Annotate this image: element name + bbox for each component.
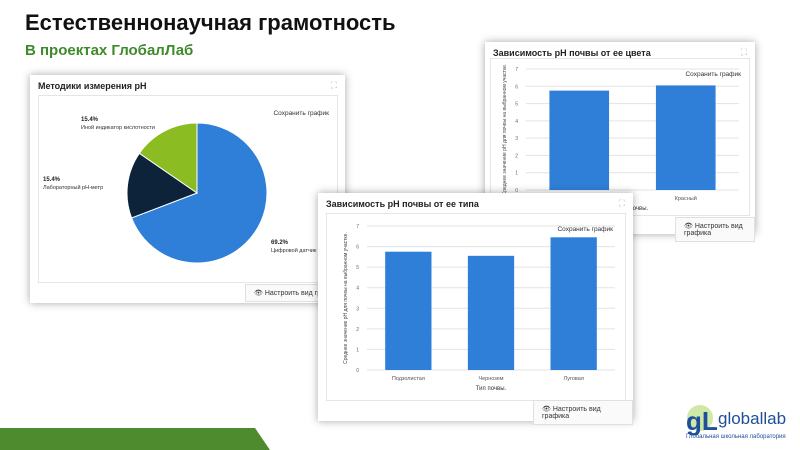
x-tick-label: Чернозем [478, 376, 503, 382]
chart-area: 69.2% Цифровой датчик pH 15.4% Лабораторный… [38, 95, 338, 283]
y-tick-label: 3 [356, 306, 359, 312]
bar-chart: 0 1 2 3 4 5 6 7 Подзолистая Чернозем Луговая Тип по… [343, 224, 615, 392]
pie-chart: 69.2%Цифровой датчик pH15.4%Лабораторный… [43, 117, 325, 264]
globallab-logo: gL globallab Глобальная школьная лаборат… [680, 400, 795, 450]
svg-text:globallab: globallab [718, 409, 786, 428]
y-tick-label: 5 [515, 102, 518, 108]
y-tick-label: 3 [515, 136, 518, 142]
y-tick-label: 0 [515, 188, 518, 194]
y-tick-label: 4 [356, 286, 359, 292]
save-chart-button[interactable]: Сохранить график [557, 226, 613, 233]
svg-text:gL: gL [686, 406, 718, 436]
pie-chart-card: Методики измерения pH ⛶ 69.2% Цифровой да… [30, 75, 353, 303]
eye-icon: 👁 [684, 223, 693, 230]
bar [550, 237, 597, 370]
x-tick-label: Красный [675, 195, 697, 202]
pie-slice [138, 122, 198, 194]
y-tick-label: 6 [515, 84, 518, 90]
x-tick-label: Подзолистая [392, 376, 425, 382]
slice-percent: 15.4% [43, 177, 61, 183]
configure-chart-button[interactable]: 👁 Настроить вид графика [675, 217, 755, 242]
slide-subtitle: В проектах ГлобалЛаб [25, 42, 194, 59]
x-axis-label: Тип почвы. [476, 386, 507, 392]
y-tick-label: 5 [356, 265, 359, 271]
decorative-bar [0, 428, 270, 450]
slice-percent: 69.2% [271, 240, 289, 246]
y-tick-label: 2 [515, 153, 518, 159]
eye-icon: 👁 [254, 290, 263, 297]
y-tick-label: 2 [356, 327, 359, 333]
svg-text:Глобальная школьная лаборатори: Глобальная школьная лаборатория [686, 434, 786, 440]
configure-chart-button[interactable]: 👁 Настроить вид графика [533, 400, 633, 425]
bar [549, 90, 610, 190]
slice-label: Цифровой датчик pH [271, 247, 325, 254]
save-chart-button[interactable]: Сохранить график [273, 110, 329, 117]
eye-icon: 👁 [542, 406, 551, 413]
chart-title: Зависимость pH почвы от ее цвета [493, 48, 651, 58]
expand-icon[interactable]: ⛶ [740, 47, 747, 57]
chart-title: Методики измерения pH [38, 81, 147, 91]
y-tick-label: 0 [356, 368, 359, 374]
slice-label: Лабораторный pH-метр [43, 184, 103, 191]
y-tick-label: 1 [356, 347, 359, 353]
y-axis-label: Среднее значение pH для почвы на выбранн… [343, 232, 349, 364]
y-axis-label: Среднее значение pH для почвы на выбранн… [502, 64, 508, 196]
chart-area: 0 1 2 3 4 5 6 7 Подзолистая Чернозем Луговая Тип по… [326, 213, 626, 401]
save-chart-button[interactable]: Сохранить график [685, 71, 741, 78]
y-tick-label: 1 [515, 171, 518, 177]
y-tick-label: 6 [356, 245, 359, 251]
bar [385, 251, 432, 370]
pie-slice [130, 122, 268, 264]
slide-title: Естественнонаучная грамотность [25, 10, 396, 35]
x-tick-label: Луговая [564, 376, 584, 382]
type-bar-chart-card: Зависимость pH почвы от ее типа ⛶ 0 1 2 3 4 5… [318, 193, 633, 425]
slice-label: Иной индикатор кислотности [81, 124, 155, 131]
bar [655, 85, 716, 190]
y-tick-label: 7 [515, 67, 518, 73]
expand-icon[interactable]: ⛶ [330, 80, 337, 90]
bar [467, 255, 515, 370]
expand-icon[interactable]: ⛶ [618, 198, 625, 208]
pie-slice [126, 152, 199, 219]
chart-title: Зависимость pH почвы от ее типа [326, 199, 479, 209]
y-tick-label: 7 [356, 224, 359, 230]
slice-percent: 15.4% [81, 117, 99, 123]
y-tick-label: 4 [515, 119, 518, 125]
